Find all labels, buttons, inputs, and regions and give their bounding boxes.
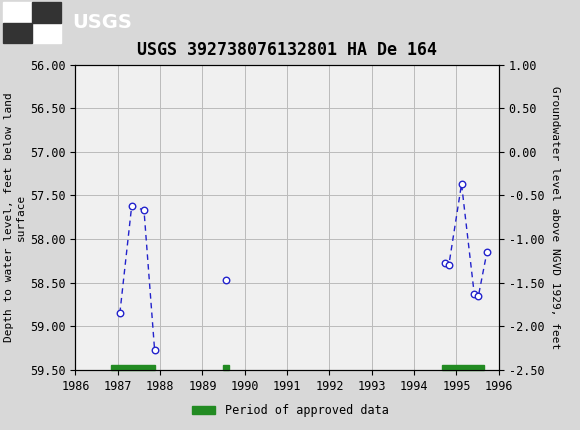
Point: [221, 276, 230, 283]
Point: [470, 291, 479, 298]
Y-axis label: Depth to water level, feet below land
surface: Depth to water level, feet below land su…: [4, 92, 26, 342]
Title: USGS 392738076132801 HA De 164: USGS 392738076132801 HA De 164: [137, 41, 437, 59]
Point: [139, 207, 148, 214]
Point: [474, 292, 483, 299]
Point: [457, 181, 466, 187]
Bar: [441, 365, 484, 370]
Text: USGS: USGS: [72, 13, 132, 32]
Point: [483, 249, 492, 255]
Y-axis label: Groundwater level above NGVD 1929, feet: Groundwater level above NGVD 1929, feet: [550, 86, 560, 349]
Legend: Period of approved data: Period of approved data: [187, 399, 393, 422]
Point: [444, 262, 454, 269]
Bar: [3, 22, 32, 43]
Bar: [32, 2, 61, 22]
Point: [440, 260, 450, 267]
Point: [127, 203, 136, 209]
Point: [150, 346, 160, 353]
Bar: [223, 365, 229, 370]
Bar: [3, 2, 61, 43]
Point: [115, 310, 125, 316]
Bar: [111, 365, 155, 370]
